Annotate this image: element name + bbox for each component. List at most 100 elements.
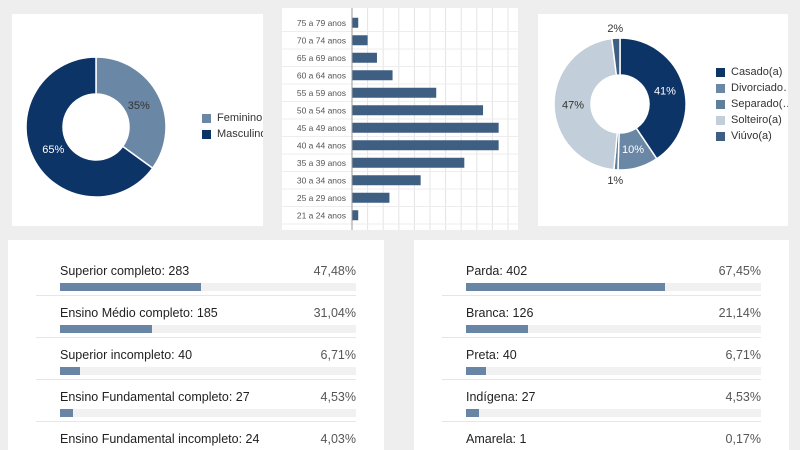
- progress-fill: [60, 409, 74, 417]
- legend-item[interactable]: Masculino: [202, 126, 263, 142]
- list-item[interactable]: Preta: 40 6,71%: [442, 338, 761, 380]
- tick-label: 35 a 39 anos: [297, 158, 346, 168]
- gender-legend: Feminino Masculino: [202, 110, 263, 142]
- item-percentage: 6,71%: [320, 348, 356, 362]
- bar[interactable]: [352, 122, 499, 133]
- bar[interactable]: [352, 192, 390, 203]
- pie-slice-3[interactable]: [553, 37, 619, 171]
- legend-item[interactable]: Divorciado…: [716, 80, 788, 96]
- tick-label: 50 a 54 anos: [297, 105, 346, 115]
- item-percentage: 47,48%: [313, 264, 356, 278]
- progress-track: [466, 283, 761, 291]
- list-item[interactable]: Amarela: 1 0,17%: [442, 422, 761, 450]
- item-label: Indígena: 27: [466, 390, 536, 404]
- slice-label: 10%: [622, 144, 644, 156]
- item-percentage: 4,53%: [725, 390, 761, 404]
- age-bar-chart: 75 a 79 anos 70 a 74 anos 65 a 69 anos 60 a…: [282, 8, 518, 230]
- slice-label: 47%: [562, 100, 584, 112]
- bar[interactable]: [352, 35, 368, 46]
- legend-item[interactable]: Viúvo(a): [716, 128, 788, 144]
- tick-label: 65 a 69 anos: [297, 53, 346, 63]
- item-label: Branca: 126: [466, 306, 534, 320]
- legend-label: Feminino: [217, 112, 263, 124]
- bar[interactable]: [352, 210, 359, 221]
- tick-label: 40 a 44 anos: [297, 140, 346, 150]
- progress-track: [466, 325, 761, 333]
- progress-fill: [466, 325, 529, 333]
- progress-track: [60, 283, 356, 291]
- pie-slice-4[interactable]: [610, 37, 621, 77]
- legend-swatch: [716, 131, 725, 141]
- tick-label: 70 a 74 anos: [297, 35, 346, 45]
- progress-fill: [466, 409, 480, 417]
- item-label: Ensino Fundamental incompleto: 24: [60, 432, 260, 446]
- pie-slice-0[interactable]: [95, 56, 167, 170]
- legend-label: Separado(…: [731, 98, 788, 110]
- legend-swatch: [716, 115, 725, 125]
- item-percentage: 67,45%: [718, 264, 761, 278]
- item-label: Ensino Fundamental completo: 27: [60, 390, 250, 404]
- item-label: Amarela: 1: [466, 432, 527, 446]
- progress-fill: [60, 325, 152, 333]
- item-percentage: 4,53%: [320, 390, 356, 404]
- bar[interactable]: [352, 140, 499, 151]
- race-list-panel: Parda: 402 67,45% Branca: 126 21,14% Preta: …: [414, 240, 789, 450]
- pie-slice-0[interactable]: [619, 37, 687, 160]
- legend-swatch: [716, 83, 725, 93]
- pie-slice-1[interactable]: [25, 56, 154, 198]
- progress-fill: [466, 283, 665, 291]
- list-item[interactable]: Ensino Fundamental incompleto: 24 4,03%: [36, 422, 356, 450]
- list-item[interactable]: Ensino Médio completo: 185 31,04%: [36, 296, 356, 338]
- legend-item[interactable]: Casado(a): [716, 64, 788, 80]
- legend-swatch: [716, 99, 725, 109]
- item-percentage: 4,03%: [320, 432, 356, 446]
- list-item[interactable]: Superior completo: 283 47,48%: [36, 254, 356, 296]
- progress-track: [60, 367, 356, 375]
- item-percentage: 31,04%: [313, 306, 356, 320]
- item-label: Superior completo: 283: [60, 264, 190, 278]
- bar[interactable]: [352, 87, 437, 98]
- list-item[interactable]: Ensino Fundamental completo: 27 4,53%: [36, 380, 356, 422]
- legend-swatch: [202, 113, 211, 123]
- slice-label: 2%: [607, 23, 623, 35]
- bar[interactable]: [352, 105, 484, 116]
- bar[interactable]: [352, 157, 465, 168]
- bar[interactable]: [352, 70, 393, 81]
- bar[interactable]: [352, 17, 359, 28]
- item-percentage: 6,71%: [725, 348, 761, 362]
- legend-label: Masculino: [217, 128, 263, 140]
- legend-item[interactable]: Solteiro(a): [716, 112, 788, 128]
- list-item[interactable]: Superior incompleto: 40 6,71%: [36, 338, 356, 380]
- tick-label: 60 a 64 anos: [297, 70, 346, 80]
- list-item[interactable]: Parda: 402 67,45%: [442, 254, 761, 296]
- item-percentage: 0,17%: [725, 432, 761, 446]
- progress-track: [60, 409, 356, 417]
- progress-track: [466, 409, 761, 417]
- education-list-panel: Superior completo: 283 47,48% Ensino Médio…: [8, 240, 384, 450]
- item-label: Ensino Médio completo: 185: [60, 306, 218, 320]
- tick-label: 21 a 24 anos: [297, 210, 346, 220]
- legend-label: Casado(a): [731, 66, 783, 78]
- bar[interactable]: [352, 175, 421, 186]
- slice-label: 35%: [128, 100, 150, 112]
- list-item[interactable]: Indígena: 27 4,53%: [442, 380, 761, 422]
- item-label: Parda: 402: [466, 264, 528, 278]
- tick-label: 25 a 29 anos: [297, 193, 346, 203]
- slice-label: 1%: [607, 175, 623, 187]
- legend-label: Solteiro(a): [731, 114, 782, 126]
- legend-item[interactable]: Feminino: [202, 110, 263, 126]
- marital-chart-panel: 41% 10% 1% 47% 2% Casado(a) Divorciado… Separa…: [538, 14, 788, 226]
- tick-label: 55 a 59 anos: [297, 88, 346, 98]
- progress-track: [466, 367, 761, 375]
- marital-donut-chart: 41% 10% 1% 47% 2%: [553, 23, 687, 187]
- slice-label: 65%: [42, 144, 64, 156]
- bar[interactable]: [352, 52, 377, 63]
- legend-item[interactable]: Separado(…: [716, 96, 788, 112]
- slice-label: 41%: [654, 85, 676, 97]
- item-percentage: 21,14%: [718, 306, 761, 320]
- age-chart-panel: 75 a 79 anos 70 a 74 anos 65 a 69 anos 60 a…: [282, 8, 518, 230]
- tick-label: 75 a 79 anos: [297, 18, 346, 28]
- progress-fill: [60, 367, 80, 375]
- tick-label: 45 a 49 anos: [297, 123, 346, 133]
- list-item[interactable]: Branca: 126 21,14%: [442, 296, 761, 338]
